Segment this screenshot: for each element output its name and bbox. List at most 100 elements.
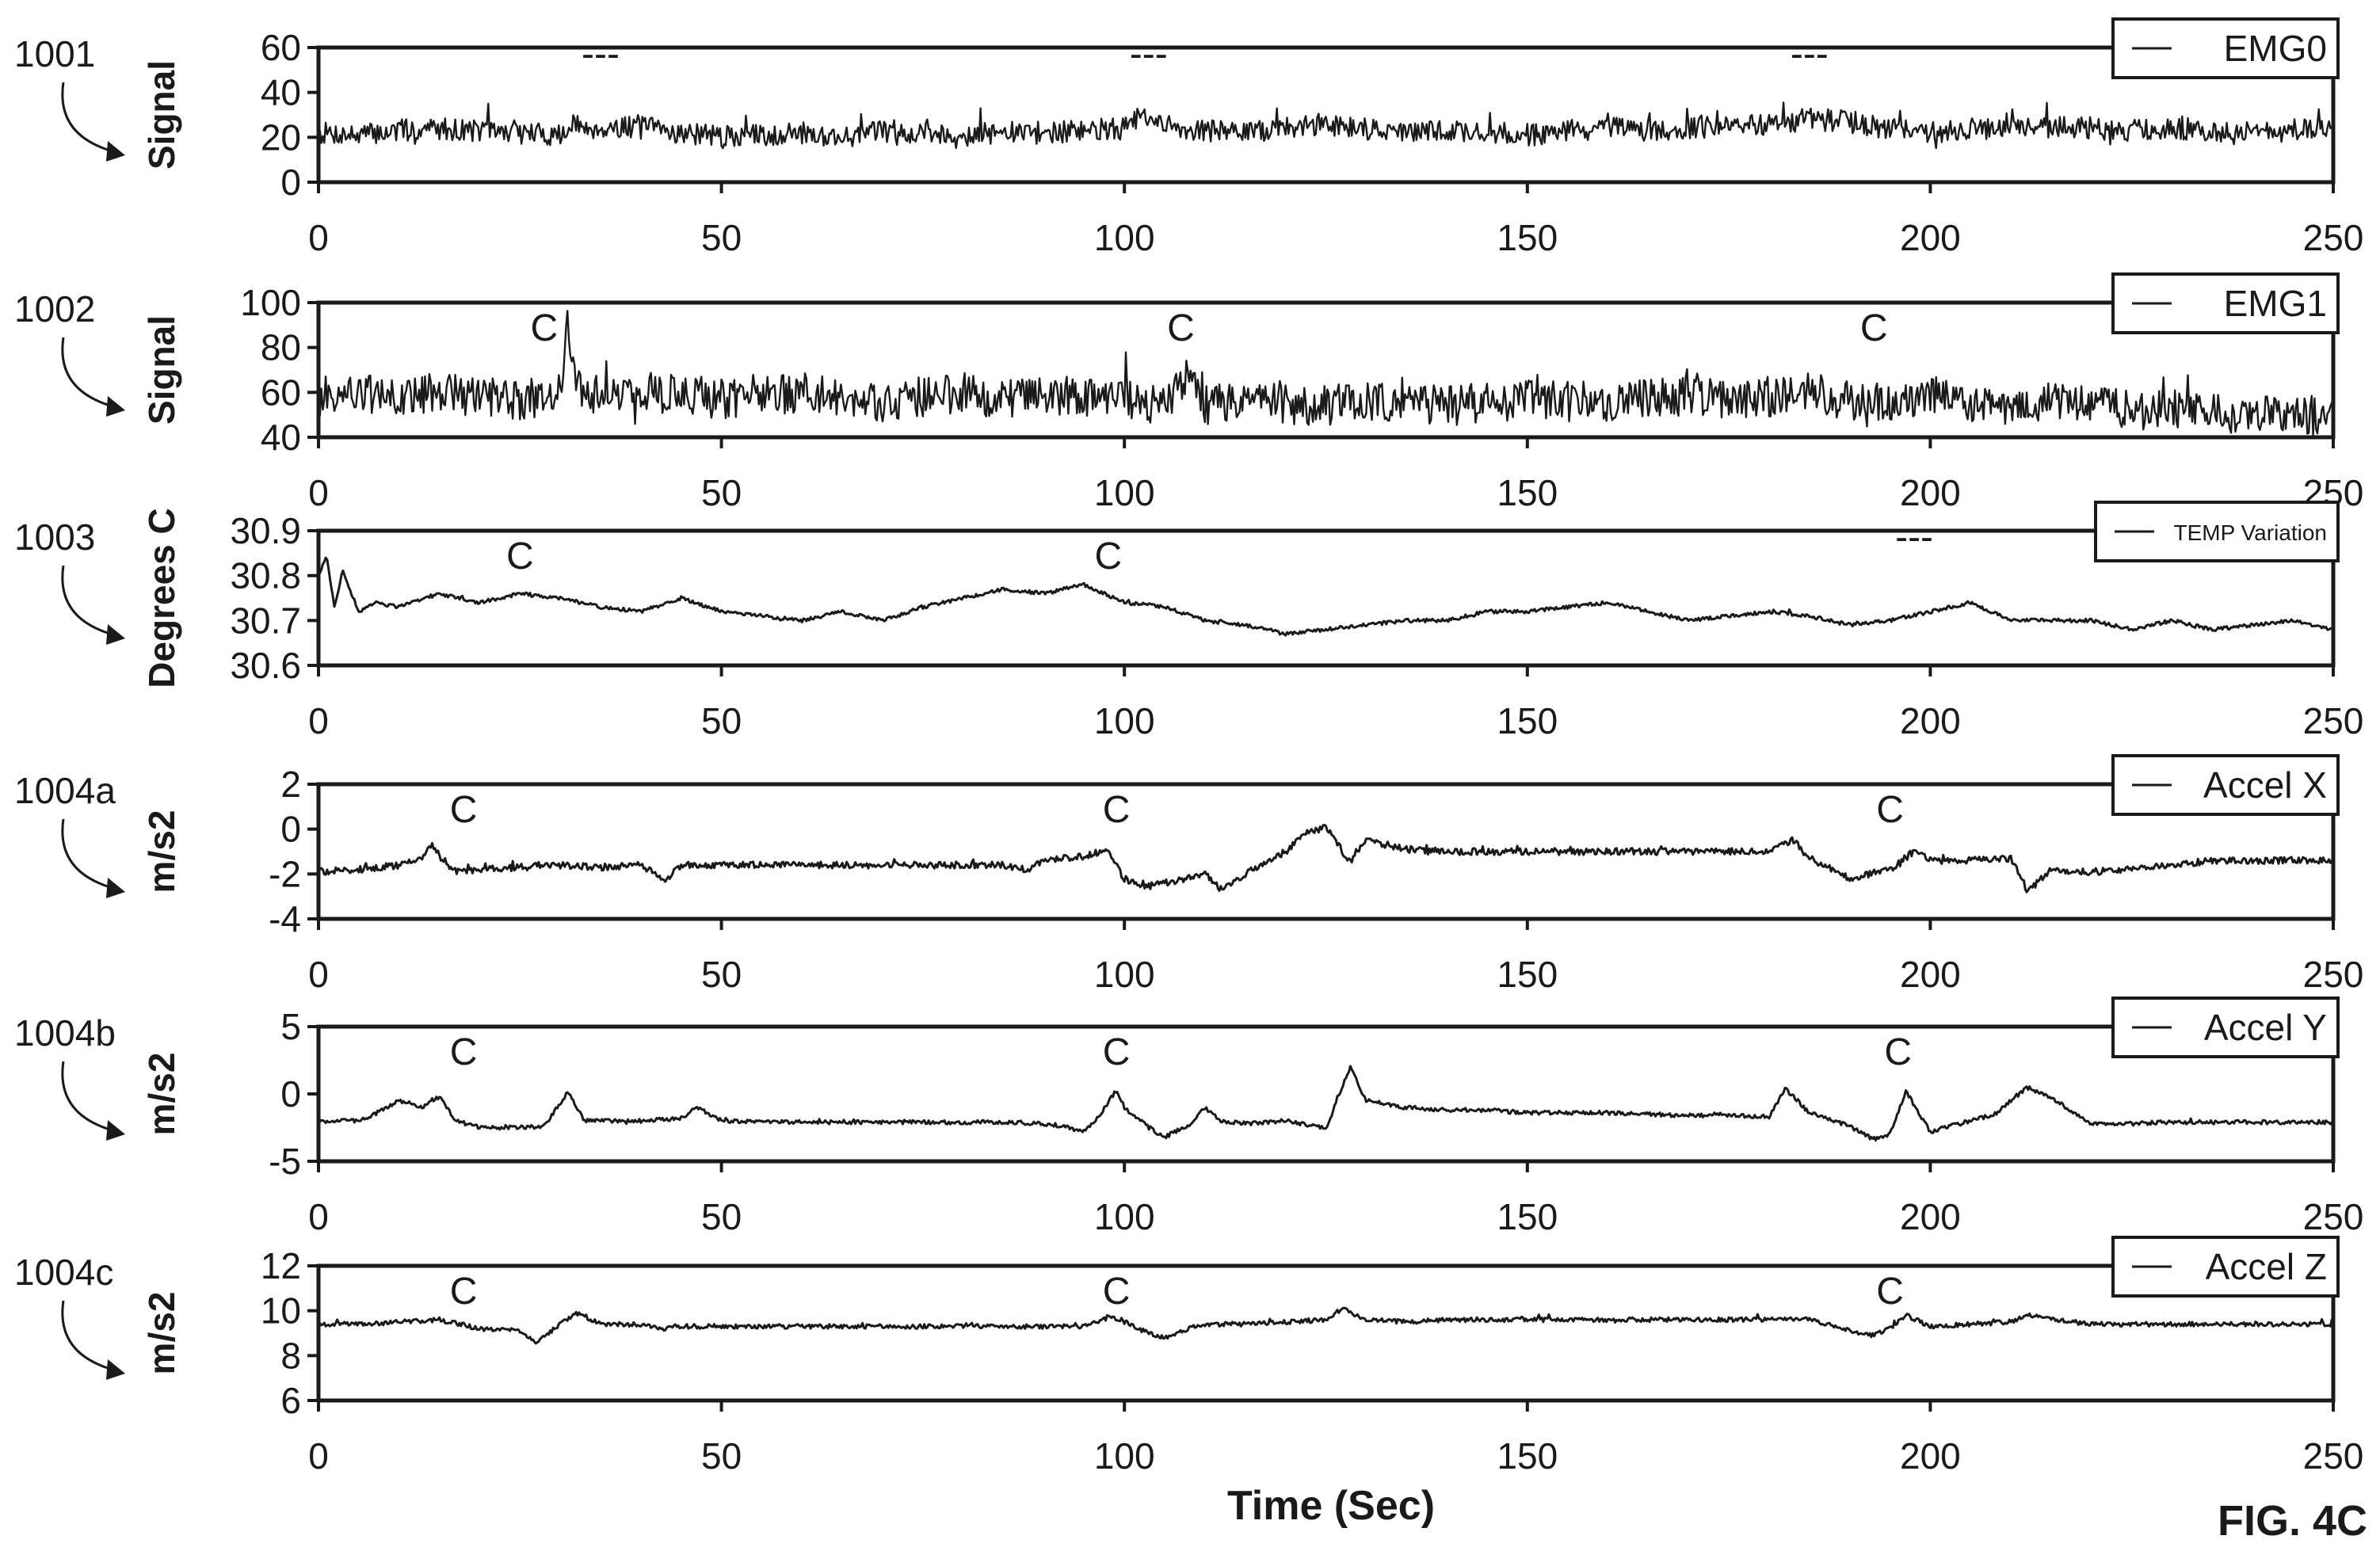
reference-arrow (61, 818, 116, 890)
x-tick-label: 0 (308, 954, 329, 995)
y-axis-label: Signal (141, 60, 182, 170)
y-tick-label: 5 (280, 1006, 301, 1047)
x-tick-label: 150 (1497, 954, 1558, 995)
annotation-label: C (1876, 789, 1904, 831)
reference-arrow-head (106, 1359, 125, 1380)
reference-arrow (61, 337, 116, 409)
annotation-label: --- (582, 33, 620, 75)
y-tick-label: -5 (269, 1141, 301, 1182)
x-tick-label: 100 (1094, 700, 1155, 741)
reference-numeral: 1004c (14, 1252, 113, 1293)
x-tick-label: 150 (1497, 1435, 1558, 1477)
y-tick-label: 0 (280, 1073, 301, 1115)
y-tick-label: 0 (280, 809, 301, 850)
y-axis-label: m/s2 (141, 1053, 182, 1136)
x-tick-label: 150 (1497, 1196, 1558, 1237)
reference-numeral: 1003 (14, 516, 95, 558)
annotation-label: C (1103, 1031, 1131, 1073)
y-tick-label: 20 (261, 116, 301, 158)
series-line (318, 1306, 2335, 1345)
x-tick-label: 50 (701, 217, 742, 258)
y-axis-label: Degrees C (141, 508, 182, 688)
y-tick-label: 60 (261, 27, 301, 68)
x-tick-label: 50 (701, 1435, 742, 1477)
legend-label: EMG1 (2224, 283, 2327, 324)
y-axis-label: Signal (141, 315, 182, 425)
legend-label: Accel Z (2206, 1246, 2327, 1287)
reference-numeral: 1001 (14, 33, 95, 74)
x-tick-label: 250 (2303, 954, 2364, 995)
figure-label: FIG. 4C (2218, 1497, 2367, 1545)
x-tick-label: 0 (308, 472, 329, 513)
x-tick-label: 250 (2303, 1435, 2364, 1477)
x-tick-label: 50 (701, 700, 742, 741)
reference-arrow-head (106, 141, 125, 162)
reference-arrow (61, 82, 116, 154)
reference-numeral: 1004a (14, 770, 116, 811)
chart-panel-1003: 30.930.830.730.60 50 100 150 200 250 Degrees C… (14, 501, 2364, 741)
annotation-label: C (1103, 1271, 1131, 1313)
x-tick-label: 0 (308, 217, 329, 258)
x-tick-label: 50 (701, 1196, 742, 1237)
y-tick-label: 60 (261, 372, 301, 413)
y-tick-label: 30.8 (230, 555, 301, 596)
y-tick-label: 30.9 (230, 510, 301, 551)
plot-frame (316, 1263, 2336, 1403)
plot-frame (316, 528, 2336, 668)
reference-numeral: 1002 (14, 288, 95, 330)
series-line (317, 556, 2334, 637)
series-line (318, 1065, 2333, 1142)
y-tick-label: 80 (261, 327, 301, 368)
x-tick-label: 100 (1094, 1435, 1155, 1477)
reference-numeral: 1004b (14, 1012, 116, 1054)
reference-arrow (61, 1300, 116, 1372)
series-line (317, 824, 2335, 894)
x-tick-label: 200 (1900, 472, 1961, 513)
y-axis-label: m/s2 (141, 810, 182, 894)
x-tick-label: 250 (2303, 700, 2364, 741)
x-tick-label: 0 (308, 1435, 329, 1477)
annotation-label: --- (1895, 516, 1933, 558)
annotation-label: C (1103, 789, 1131, 831)
series-line (317, 101, 2335, 150)
y-axis-label: m/s2 (141, 1292, 182, 1375)
plot-frame (316, 300, 2336, 440)
x-tick-label: 50 (701, 472, 742, 513)
x-tick-label: 150 (1497, 700, 1558, 741)
reference-arrow (61, 1061, 116, 1133)
x-tick-label: 100 (1094, 217, 1155, 258)
reference-arrow-head (106, 878, 125, 898)
y-tick-label: 40 (261, 72, 301, 113)
x-tick-label: 250 (2303, 217, 2364, 258)
annotation-label: C (1167, 307, 1195, 349)
plot-frame (316, 1024, 2336, 1164)
annotation-label: C (1095, 535, 1123, 577)
y-tick-label: 30.7 (230, 600, 301, 641)
legend-box (2094, 501, 2340, 562)
legend-label: Accel Y (2204, 1007, 2327, 1048)
x-tick-label: 100 (1094, 954, 1155, 995)
x-tick-label: 200 (1900, 700, 1961, 741)
x-tick-label: 50 (701, 954, 742, 995)
annotation-label: --- (1130, 33, 1168, 75)
y-tick-label: 12 (261, 1245, 301, 1286)
legend-label: TEMP Variation (2174, 520, 2327, 545)
annotation-label: C (506, 535, 534, 577)
annotation-label: C (1860, 307, 1888, 349)
reference-arrow (61, 565, 116, 637)
reference-arrow-head (106, 624, 125, 645)
series-line (317, 310, 2335, 436)
y-tick-label: 6 (280, 1380, 301, 1421)
y-tick-label: -4 (269, 898, 301, 939)
plot-frame (316, 782, 2336, 921)
legend-box (2111, 17, 2340, 79)
y-tick-label: 30.6 (230, 645, 301, 686)
x-tick-label: 100 (1094, 472, 1155, 513)
reference-arrow-head (106, 1120, 125, 1141)
annotation-label: C (1876, 1271, 1904, 1313)
